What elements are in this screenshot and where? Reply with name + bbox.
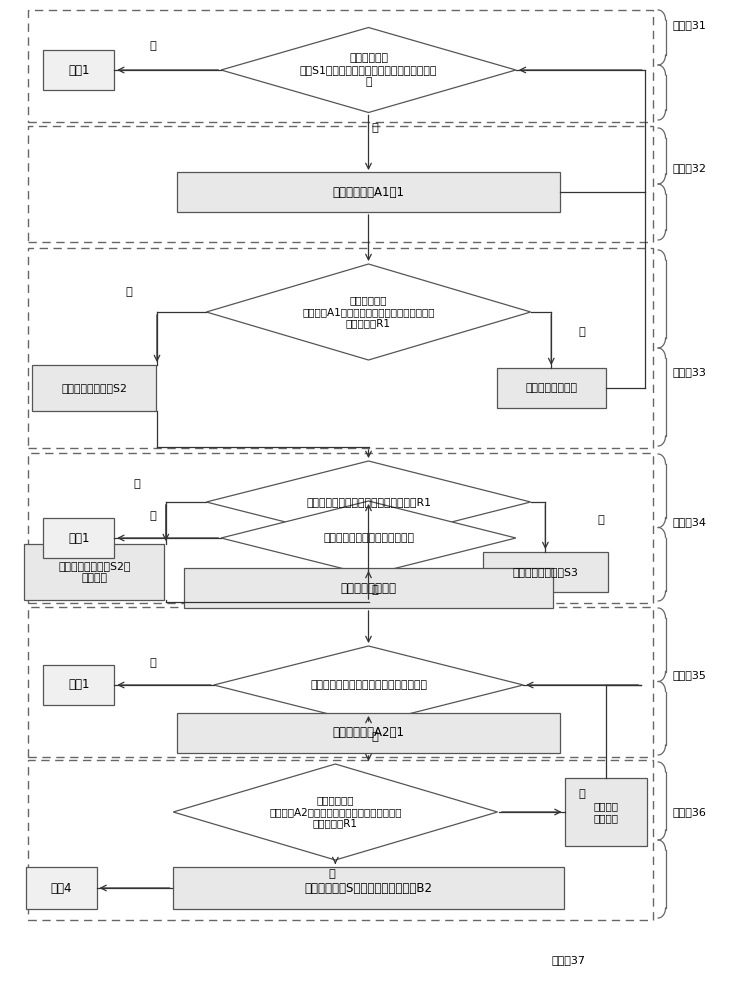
FancyBboxPatch shape <box>26 867 97 909</box>
Text: 否: 否 <box>579 789 586 799</box>
Polygon shape <box>206 461 531 543</box>
Text: 步骤1: 步骤1 <box>68 532 90 544</box>
Polygon shape <box>173 764 497 860</box>
Text: 第一累加变量A1加1: 第一累加变量A1加1 <box>332 186 405 198</box>
Text: 步骤1: 步骤1 <box>68 678 90 692</box>
FancyBboxPatch shape <box>43 50 114 90</box>
FancyBboxPatch shape <box>43 665 114 705</box>
Text: 进入触摸完成状态S3: 进入触摸完成状态S3 <box>512 567 579 577</box>
FancyBboxPatch shape <box>24 544 164 600</box>
Text: 否: 否 <box>150 41 157 51</box>
Text: 否: 否 <box>150 511 157 521</box>
Text: 判断持续时间是否小于预设时间: 判断持续时间是否小于预设时间 <box>323 533 414 543</box>
Text: 判断当前电容参数是否小于前一电容参数: 判断当前电容参数是否小于前一电容参数 <box>310 680 427 690</box>
Polygon shape <box>221 501 516 575</box>
FancyBboxPatch shape <box>497 368 606 408</box>
Text: 子步骤34: 子步骤34 <box>672 517 706 527</box>
Text: 进入正在触摸状态S2: 进入正在触摸状态S2 <box>61 383 128 393</box>
Text: 判断当前电容参数是否不小于第一阈值R1: 判断当前电容参数是否不小于第一阈值R1 <box>306 497 431 507</box>
FancyBboxPatch shape <box>43 518 114 558</box>
Text: 子步骤36: 子步骤36 <box>672 807 706 817</box>
Polygon shape <box>206 264 531 360</box>
Text: 步骤1: 步骤1 <box>68 64 90 77</box>
FancyBboxPatch shape <box>565 778 647 846</box>
Text: 是: 是 <box>371 732 378 742</box>
Text: 步骤4: 步骤4 <box>50 882 72 894</box>
Text: 是: 是 <box>125 287 133 297</box>
Text: 继续获取电容参数: 继续获取电容参数 <box>525 383 577 393</box>
Text: 继续获取
电容参数: 继续获取 电容参数 <box>593 801 618 823</box>
Text: 判断是否第一
累加变量A1大于第一预设值且当前电容参数大
于第一阈值R1: 判断是否第一 累加变量A1大于第一预设值且当前电容参数大 于第一阈值R1 <box>302 295 435 329</box>
Text: 是: 是 <box>328 869 335 879</box>
Text: 是: 是 <box>133 479 140 489</box>
Text: 子步骤35: 子步骤35 <box>672 670 706 680</box>
Text: 是: 是 <box>371 123 378 133</box>
Text: 第二累加变量A2加1: 第二累加变量A2加1 <box>332 726 405 740</box>
FancyBboxPatch shape <box>177 172 560 212</box>
Text: 子步骤32: 子步骤32 <box>672 163 706 173</box>
Text: 否: 否 <box>579 327 586 337</box>
Text: 否: 否 <box>597 515 604 525</box>
Text: 判断是否第二
累加变量A2大于第二预设值且当前电容参数小
于第一阈值R1: 判断是否第二 累加变量A2大于第二预设值且当前电容参数小 于第一阈值R1 <box>269 795 402 829</box>
Polygon shape <box>221 27 516 112</box>
Text: 继续获取电容参数: 继续获取电容参数 <box>340 582 397 594</box>
FancyBboxPatch shape <box>177 713 560 753</box>
Text: 子步骤33: 子步骤33 <box>672 367 706 377</box>
Text: 计算正在触摸状态S2的
持续时间: 计算正在触摸状态S2的 持续时间 <box>58 561 130 583</box>
Text: 子步骤37: 子步骤37 <box>551 955 585 965</box>
Text: 子步骤31: 子步骤31 <box>672 20 706 30</box>
Text: 是: 是 <box>371 585 378 595</box>
Text: 获取触摸状态S下的第二电容参数集B2: 获取触摸状态S下的第二电容参数集B2 <box>304 882 433 894</box>
FancyBboxPatch shape <box>173 867 564 909</box>
FancyBboxPatch shape <box>184 568 553 608</box>
FancyBboxPatch shape <box>32 365 156 411</box>
Text: 否: 否 <box>150 658 157 668</box>
FancyBboxPatch shape <box>483 552 608 592</box>
Polygon shape <box>214 646 523 724</box>
Text: 判断开始触摸
状态S1中的当前电容参数是否大于前一电容参
数: 判断开始触摸 状态S1中的当前电容参数是否大于前一电容参 数 <box>300 53 437 87</box>
